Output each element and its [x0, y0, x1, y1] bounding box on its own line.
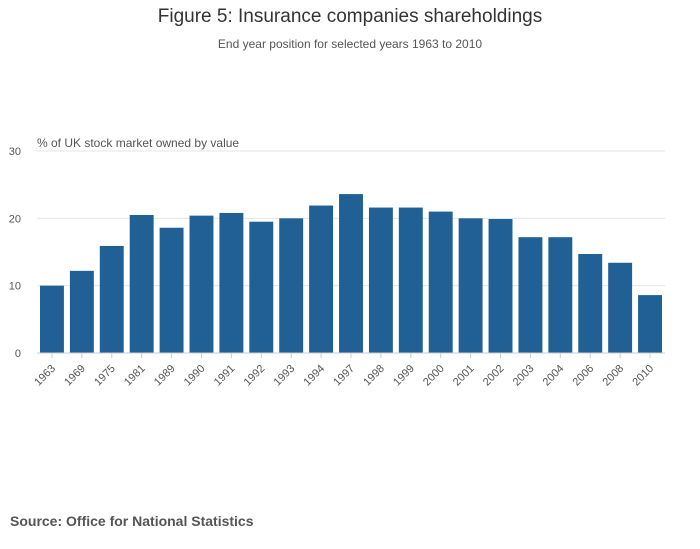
y-tick-label: 0	[15, 348, 21, 360]
x-tick-label: 1981	[122, 363, 148, 389]
bar-1969	[69, 270, 94, 353]
x-tick-label: 1993	[272, 363, 298, 389]
bar-1999	[398, 207, 423, 353]
x-tick-label: 1991	[212, 363, 238, 389]
y-tick-label: 10	[9, 281, 21, 293]
x-tick-label: 1963	[32, 363, 58, 389]
bar-1963	[39, 285, 64, 353]
x-tick-label: 1999	[391, 363, 417, 389]
y-axis-label: % of UK stock market owned by value	[37, 136, 240, 150]
bar-1975	[99, 245, 124, 353]
bar-1993	[279, 218, 304, 353]
y-tick-label: 30	[9, 146, 21, 158]
bar-2000	[428, 211, 453, 353]
bar-2003	[518, 237, 543, 353]
x-tick-label: 2008	[600, 363, 626, 389]
x-axis-ticks: 1963 1969 1975 1981 1989 1990 1991 1992 1993 1994…	[32, 353, 656, 388]
x-tick-label: 2002	[481, 363, 507, 389]
bar-1990	[189, 215, 214, 353]
bar-2008	[608, 262, 633, 353]
x-tick-label: 1998	[361, 363, 387, 389]
bar-1992	[249, 221, 274, 353]
x-tick-label: 2004	[541, 363, 567, 389]
bar-2001	[458, 218, 483, 353]
x-tick-label: 2001	[451, 363, 477, 389]
bar-2006	[578, 254, 603, 353]
bar-1997	[339, 194, 363, 353]
x-tick-label: 1992	[242, 363, 268, 389]
bars	[39, 194, 663, 353]
bar-2002	[488, 219, 513, 353]
bar-1991	[219, 212, 244, 353]
x-tick-label: 1989	[152, 363, 178, 389]
y-tick-label: 20	[9, 213, 21, 225]
x-tick-label: 1969	[62, 363, 88, 389]
bar-1989	[159, 227, 184, 353]
source-note: Source: Office for National Statistics	[10, 513, 254, 529]
y-axis-ticks: 0 10 20 30	[9, 146, 21, 360]
x-tick-label: 2003	[511, 363, 537, 389]
chart-subtitle: End year position for selected years 196…	[217, 37, 483, 51]
x-tick-label: 1975	[92, 363, 118, 389]
bar-2004	[548, 237, 573, 353]
bar-1994	[309, 205, 334, 353]
x-tick-label: 1990	[182, 363, 208, 389]
bar-1998	[368, 207, 393, 353]
chart-title: Figure 5: Insurance companies shareholdi…	[157, 6, 543, 27]
x-tick-label: 1994	[301, 363, 327, 389]
bar-2010	[638, 295, 663, 353]
bar-1981	[129, 214, 154, 353]
x-tick-label: 2010	[630, 363, 656, 389]
x-tick-label: 2006	[571, 363, 597, 389]
x-tick-label: 1997	[331, 363, 357, 389]
x-tick-label: 2000	[421, 363, 447, 389]
